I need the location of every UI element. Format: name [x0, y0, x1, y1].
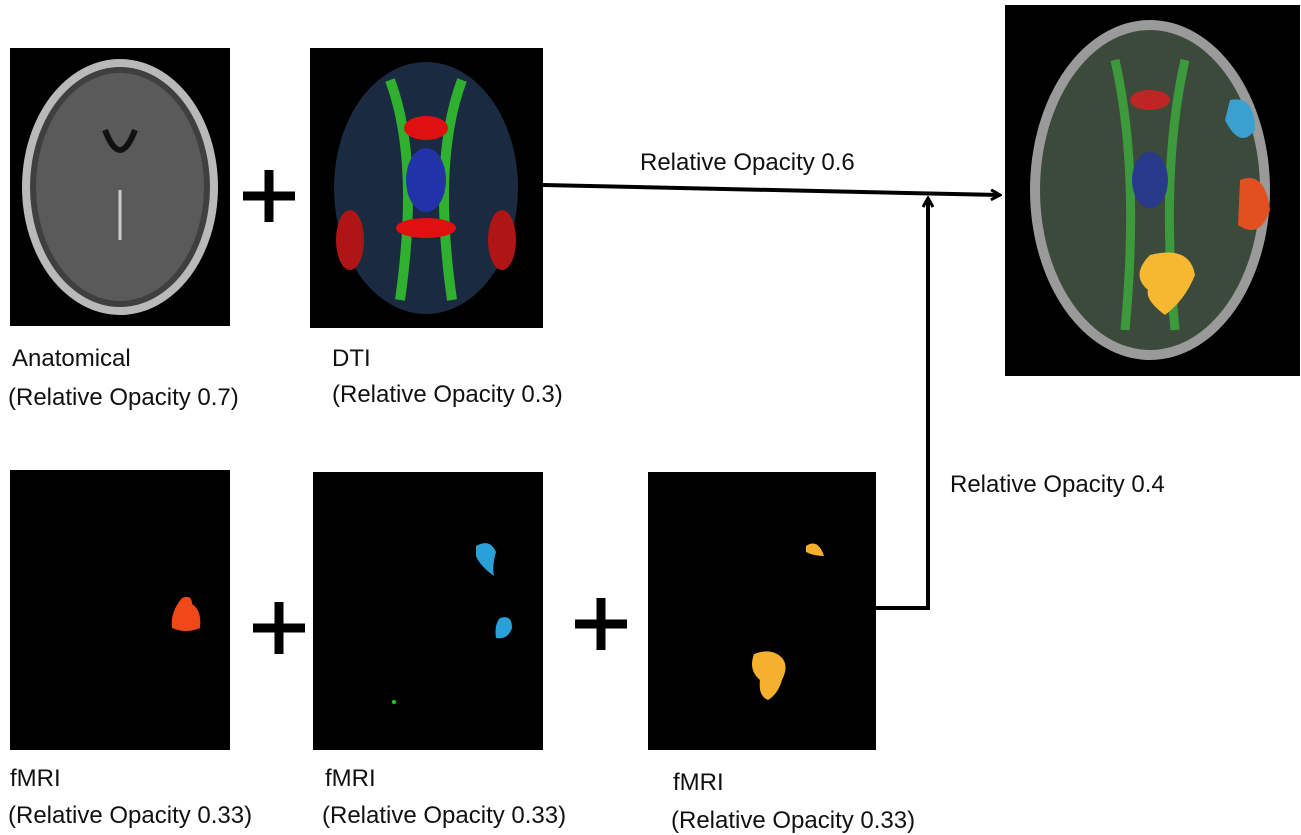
plus-sign — [253, 602, 305, 654]
image-label: fMRI — [10, 765, 61, 792]
plus-sign — [575, 598, 627, 650]
edge-label: Relative Opacity 0.4 — [950, 471, 1165, 498]
arrow — [543, 185, 1000, 195]
anatomical-image — [10, 48, 230, 326]
fmri-image — [10, 470, 230, 750]
page: Relative Opacity 0.6 Relative Opacity 0.… — [0, 0, 1301, 835]
plus-sign — [243, 170, 295, 222]
fmri-image — [648, 472, 876, 750]
diagram: Relative Opacity 0.6 Relative Opacity 0.… — [0, 0, 1301, 835]
arrow — [876, 198, 928, 608]
fmri-image — [313, 472, 543, 750]
image-opacity: (Relative Opacity 0.7) — [8, 384, 239, 411]
edge-label: Relative Opacity 0.6 — [640, 149, 855, 176]
dti-image — [310, 48, 543, 328]
combined-image — [1005, 5, 1300, 376]
image-label: Anatomical — [12, 345, 131, 372]
image-opacity: (Relative Opacity 0.33) — [8, 802, 252, 829]
image-label: DTI — [332, 345, 371, 372]
image-label: fMRI — [325, 765, 376, 792]
image-label: fMRI — [673, 769, 724, 796]
image-opacity: (Relative Opacity 0.33) — [671, 807, 915, 834]
image-opacity: (Relative Opacity 0.3) — [332, 381, 563, 408]
image-opacity: (Relative Opacity 0.33) — [322, 802, 566, 829]
